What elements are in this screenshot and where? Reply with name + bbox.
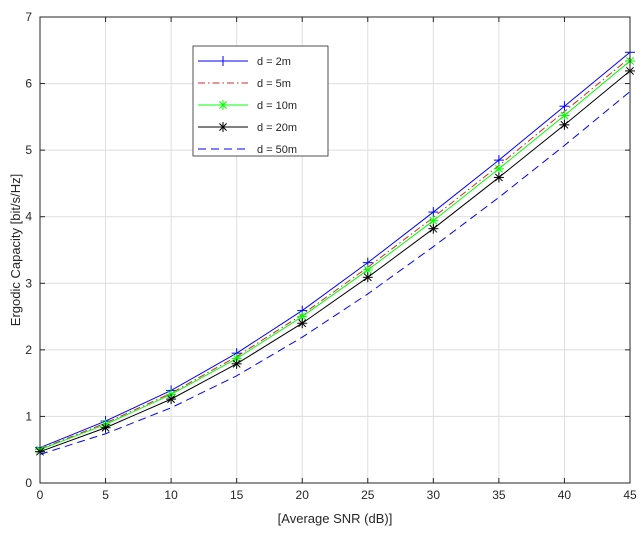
x-axis-label: [Average SNR (dB)] <box>278 511 393 526</box>
legend-label-5: d = 50m <box>257 144 297 156</box>
y-tick-label: 4 <box>25 210 32 224</box>
x-tick-label: 40 <box>558 488 572 502</box>
y-tick-label: 2 <box>25 343 32 357</box>
legend-label-2: d = 5m <box>257 78 291 90</box>
y-tick-label: 1 <box>25 409 32 423</box>
series-3-point <box>297 311 308 322</box>
legend-marker-4 <box>218 122 228 132</box>
legend-label-4: d = 20m <box>257 122 297 134</box>
series-4-point <box>559 119 570 130</box>
x-tick-label: 30 <box>427 488 441 502</box>
series-1-point <box>493 155 504 166</box>
x-tick-label: 0 <box>37 488 44 502</box>
x-tick-label: 20 <box>296 488 310 502</box>
series-4-point <box>297 318 308 329</box>
series-4-point <box>231 358 242 369</box>
x-tick-label: 45 <box>623 488 637 502</box>
series-1-point <box>559 101 570 112</box>
legend-label-1: d = 2m <box>257 56 291 68</box>
y-tick-label: 5 <box>25 143 32 157</box>
series-line-5 <box>39 91 631 455</box>
y-tick-label: 6 <box>25 77 32 91</box>
series-line-3 <box>39 60 631 451</box>
legend-marker-1 <box>218 56 228 66</box>
x-tick-label: 5 <box>102 488 109 502</box>
x-tick-label: 35 <box>492 488 506 502</box>
plot-area <box>40 17 630 483</box>
x-tick-label: 15 <box>230 488 244 502</box>
series-1-point <box>428 207 439 218</box>
y-axis-label: Ergodic Capacity [bit/s/Hz] <box>8 174 23 326</box>
series-4-point <box>166 394 177 405</box>
plot-border <box>39 16 631 484</box>
x-tick-label: 25 <box>361 488 375 502</box>
y-tick-label: 7 <box>25 10 32 24</box>
series-line-1 <box>39 51 631 449</box>
legend-marker-3 <box>218 100 228 110</box>
series-4-point <box>493 172 504 183</box>
series-3-point <box>559 110 570 121</box>
legend: d = 2m d = 5m d = 10m d = 20m d = 50m <box>192 45 329 157</box>
series-4-point <box>100 422 111 433</box>
series-3-point <box>493 163 504 174</box>
legend-label-3: d = 10m <box>257 100 297 112</box>
series-line-2 <box>39 57 631 450</box>
y-tick-label: 3 <box>25 276 32 290</box>
y-tick-label: 0 <box>25 476 32 490</box>
x-tick-label: 10 <box>164 488 178 502</box>
series-line-4 <box>39 70 631 453</box>
series-4-point <box>362 272 373 283</box>
legend-box <box>192 45 329 157</box>
series-4-point <box>428 223 439 234</box>
